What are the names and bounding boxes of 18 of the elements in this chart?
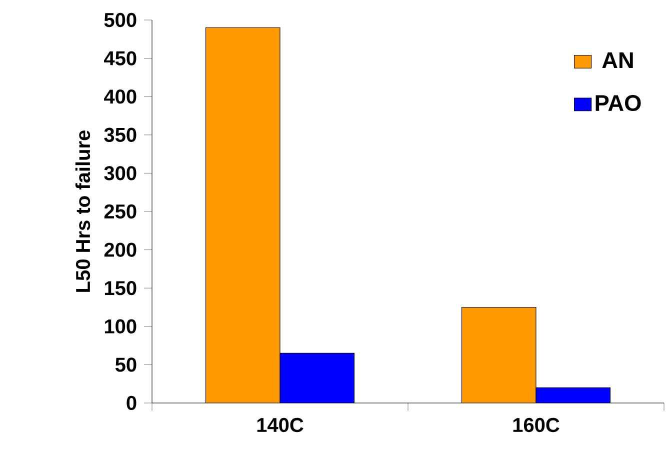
- y-axis-title: L50 Hrs to failure: [75, 130, 90, 292]
- bar: [280, 353, 354, 403]
- legend-label: PAO: [596, 95, 641, 112]
- x-tick-label: 140C: [257, 418, 304, 432]
- y-tick-label: 150: [104, 281, 136, 296]
- y-tick-label: 500: [104, 12, 136, 28]
- x-tick-label: 160C: [513, 418, 560, 432]
- y-tick-label: 350: [104, 128, 136, 142]
- legend-label: AN: [602, 52, 633, 68]
- y-tick-label: 300: [104, 166, 136, 180]
- y-tick-label: 0: [126, 396, 136, 410]
- y-tick-label: 50: [115, 358, 136, 372]
- y-tick-label: 250: [104, 204, 136, 219]
- y-tick-label: 100: [104, 319, 136, 334]
- bar: [536, 387, 611, 403]
- y-tick-label: 450: [104, 51, 136, 66]
- y-tick-label: 400: [104, 90, 136, 104]
- y-tick-label: 200: [104, 242, 136, 257]
